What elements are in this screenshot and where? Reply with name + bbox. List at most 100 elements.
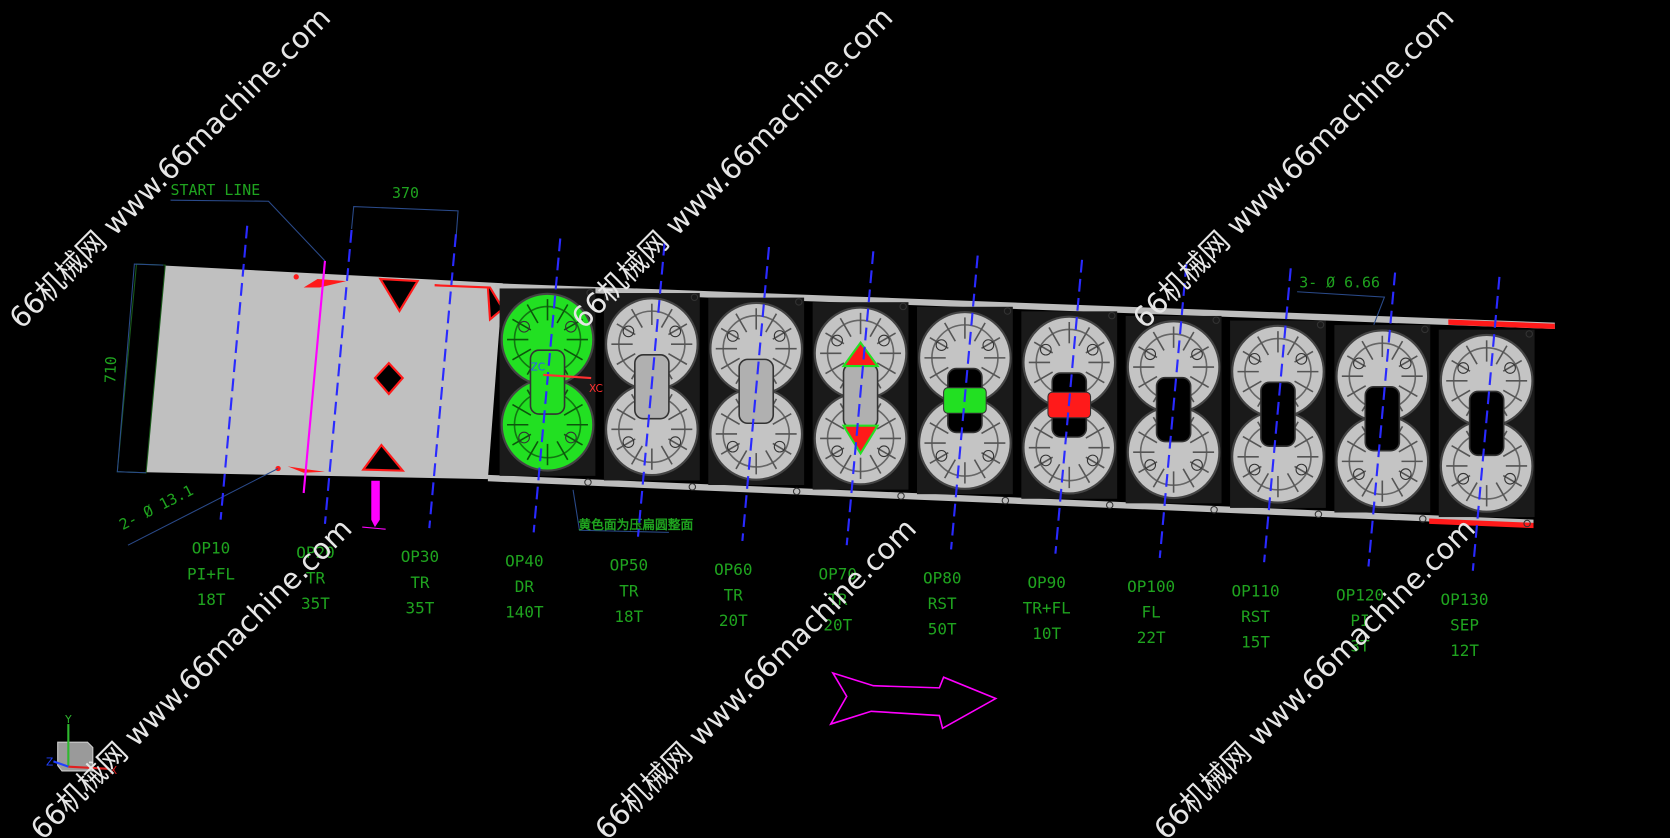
part-rib	[616, 438, 636, 451]
part-rib	[720, 442, 741, 455]
part-rib	[981, 366, 1001, 379]
station-tonnage-label: 22T	[1137, 628, 1166, 647]
part-rib	[943, 322, 957, 342]
part-rib	[825, 332, 845, 345]
part-boss	[669, 436, 682, 448]
part-rib	[1033, 456, 1054, 469]
part-boss	[518, 431, 530, 444]
station-op-label: OP120	[1336, 586, 1384, 605]
part-rib	[981, 422, 1001, 435]
watermark-text: 66机械网 www.66machine.com	[1147, 511, 1482, 838]
station-tonnage-label: 50T	[928, 620, 957, 639]
part-rib	[1451, 389, 1471, 402]
trim-area	[841, 340, 880, 368]
part-rib	[1152, 468, 1165, 488]
part-rib	[1502, 474, 1523, 487]
station-process-label: SEP	[1450, 615, 1479, 634]
station-centerline	[950, 255, 979, 550]
part-rib	[1346, 355, 1367, 368]
part-rib	[1451, 474, 1471, 487]
station-op-label: OP20	[296, 543, 334, 562]
part-rib	[929, 336, 949, 349]
part-rib	[1138, 461, 1158, 474]
pilot-holes-left: 2- Ø 13.1	[116, 481, 196, 534]
watermark-text: 66机械网 www.66machine.com	[24, 511, 359, 838]
pilot-hole	[293, 274, 299, 280]
feed-direction-arrow	[829, 671, 998, 730]
station-op10: OP10 PI+FL 18T	[187, 225, 249, 609]
part-rib	[1189, 346, 1210, 359]
part-boss	[982, 339, 995, 351]
station-centerline	[1054, 259, 1084, 554]
part-rib	[563, 318, 583, 331]
part-rib	[1346, 470, 1367, 483]
station-centerline	[532, 238, 562, 533]
part-rib	[1451, 359, 1471, 372]
part-rib	[1361, 477, 1374, 497]
station-op50: OP50 TR 18T	[603, 242, 700, 626]
station-op80: OP80 RST 50T	[916, 255, 1013, 639]
station-op-label: OP80	[923, 569, 961, 588]
part-boss	[726, 330, 739, 342]
part-rib	[1294, 435, 1314, 448]
part-boss	[1248, 352, 1261, 365]
part-boss	[1086, 343, 1099, 356]
part-rib	[556, 304, 569, 324]
bottom-carrier-cut	[1429, 518, 1534, 529]
part-rib	[1391, 340, 1404, 360]
station-op120: OP120 PI 3T	[1334, 272, 1431, 656]
pilot-hole	[1108, 311, 1116, 320]
station-tonnage-label: 20T	[823, 615, 852, 634]
lance-cutout-top	[303, 278, 347, 288]
wcs-x-axis	[543, 373, 592, 380]
part-rib	[563, 433, 583, 446]
diamond-cutout	[373, 361, 405, 396]
part-rib	[660, 445, 673, 465]
part-rib	[1242, 350, 1262, 363]
part-rib	[1257, 336, 1270, 356]
pilot-hole	[897, 492, 905, 500]
part-rib	[825, 447, 845, 460]
part-rib	[1189, 375, 1210, 388]
part-rib	[772, 327, 792, 340]
part-rib	[630, 445, 643, 465]
watermark-text: 66机械网 www.66machine.com	[1126, 0, 1461, 335]
station-op40: OP40 DR 140T	[499, 238, 596, 622]
part-boss	[1144, 459, 1157, 471]
station-tonnage-label: 3T	[1350, 637, 1370, 656]
triad-y-label: Y	[64, 713, 72, 726]
part-rib	[1361, 340, 1374, 360]
station-op90: OP90 TR+FL 10T	[1021, 259, 1118, 643]
triad-z-label: Z	[46, 756, 53, 769]
part-boss	[726, 440, 739, 453]
part-rib	[1085, 426, 1105, 439]
side-cutout-top	[434, 284, 505, 322]
notch-cutout-bottom	[361, 443, 406, 472]
station-centerline	[636, 242, 666, 537]
station-centerline	[741, 246, 771, 542]
station-op20: OP20 TR 35T	[296, 229, 353, 613]
station-process-label: TR	[410, 573, 430, 592]
station-op60: OP60 TR 20T	[708, 246, 805, 630]
station-centerline	[1367, 272, 1397, 567]
station-op130: OP130 SEP 12T	[1438, 276, 1535, 660]
part-rib	[512, 403, 532, 416]
part-rib	[1286, 472, 1299, 493]
part-boss	[1086, 454, 1099, 467]
station-op-label: OP30	[401, 547, 439, 566]
part-rib	[1502, 445, 1523, 458]
part-rib	[869, 454, 882, 474]
part-rib	[1138, 431, 1158, 444]
part-rib	[1182, 468, 1195, 488]
part-boss	[773, 440, 786, 453]
station-op100: OP100 FL 22T	[1125, 263, 1222, 647]
pilot-hole	[688, 483, 697, 491]
station-centerline	[323, 229, 353, 524]
station-tonnage-label: 12T	[1450, 641, 1479, 660]
part-rib	[839, 454, 852, 474]
station-process-label: TR	[619, 581, 639, 600]
part-rib	[876, 447, 896, 460]
station-centerline	[428, 234, 457, 529]
start-line-leader	[170, 199, 326, 262]
part-rib	[1346, 440, 1367, 453]
